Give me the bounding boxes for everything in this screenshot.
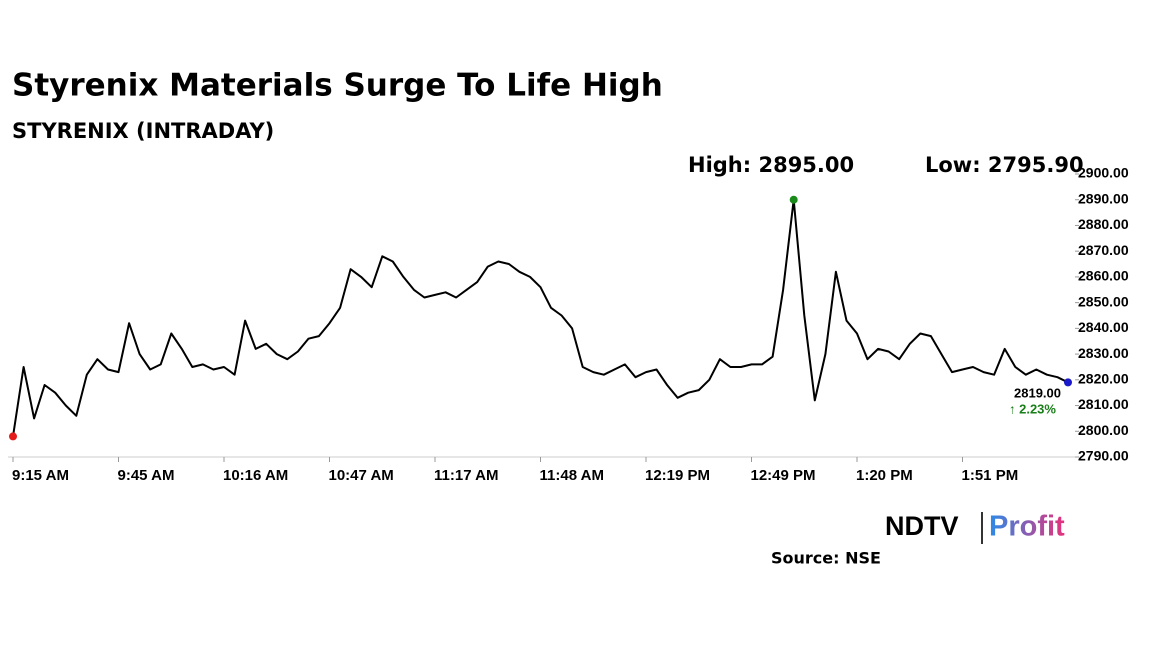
logo-brand: NDTV (885, 511, 959, 541)
y-tick-label: 2860.00 (1078, 268, 1129, 284)
change-label: ↑ 2.23% (1009, 401, 1056, 416)
x-tick-label: 9:15 AM (12, 467, 69, 484)
x-tick-label: 9:45 AM (118, 467, 175, 484)
x-tick-label: 12:19 PM (645, 467, 710, 484)
high-label: High: 2895.00 (688, 153, 854, 177)
x-tick-label: 1:20 PM (856, 467, 913, 484)
start-marker (9, 432, 17, 441)
x-tick-label: 12:49 PM (751, 467, 816, 484)
logo-product: Profit (989, 511, 1065, 543)
y-tick-label: 2840.00 (1078, 319, 1129, 335)
y-tick-label: 2850.00 (1078, 293, 1129, 309)
source: Source: NSE (771, 549, 881, 568)
high-marker (789, 195, 798, 204)
x-tick-label: 10:47 AM (329, 467, 394, 484)
y-tick-label: 2880.00 (1078, 216, 1129, 232)
y-tick-label: 2820.00 (1078, 371, 1129, 387)
x-tick-label: 11:17 AM (434, 467, 498, 484)
y-tick-label: 2830.00 (1078, 345, 1129, 361)
x-tick-label: 11:48 AM (540, 467, 604, 484)
low-label: Low: 2795.90 (925, 153, 1084, 177)
y-tick-label: 2870.00 (1078, 242, 1129, 258)
y-tick-label: 2810.00 (1078, 396, 1129, 412)
price-line (12, 198, 1069, 437)
end-marker (1064, 378, 1072, 387)
last-label: 2819.00 (1014, 385, 1061, 400)
y-tick-label: 2900.00 (1078, 165, 1129, 181)
chart-subtitle: STYRENIX (INTRADAY) (12, 119, 274, 143)
x-tick-label: 10:16 AM (223, 467, 288, 484)
y-tick-label: 2790.00 (1078, 448, 1129, 464)
chart-title: Styrenix Materials Surge To Life High (12, 68, 663, 104)
y-tick-label: 2890.00 (1078, 190, 1129, 206)
y-tick-label: 2800.00 (1078, 422, 1129, 438)
x-tick-label: 1:51 PM (962, 467, 1019, 484)
